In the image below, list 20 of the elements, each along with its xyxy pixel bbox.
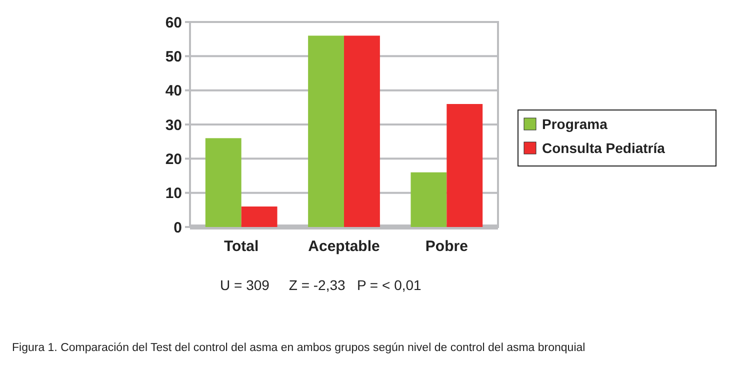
y-tick-label: 60	[165, 14, 182, 32]
text: Figura 1. Comparación del Test del control del asma en ambos grupos según nivel de control del asma bronquial	[12, 342, 586, 354]
x-tick-label: Total	[224, 238, 259, 255]
y-tick-label: 20	[165, 150, 182, 168]
x-tick-label: Aceptable	[308, 238, 380, 255]
bar	[446, 104, 483, 227]
y-tick-label: 40	[165, 82, 182, 100]
bar	[410, 172, 447, 227]
x-tick-label: Pobre	[425, 238, 468, 255]
y-tick-label: 30	[165, 116, 182, 134]
text: U = 309 Z = -2,33 P = < 0,01	[220, 277, 422, 293]
bar	[344, 36, 380, 227]
y-tick-label: 0	[174, 219, 182, 236]
y-tick-label: 50	[165, 48, 182, 66]
bar	[205, 138, 242, 227]
bar	[241, 206, 278, 227]
legend-label: Programa	[542, 116, 608, 132]
y-tick-label: 10	[165, 185, 182, 202]
legend-label: Consulta Pediatría	[542, 140, 666, 156]
bar	[308, 36, 344, 227]
